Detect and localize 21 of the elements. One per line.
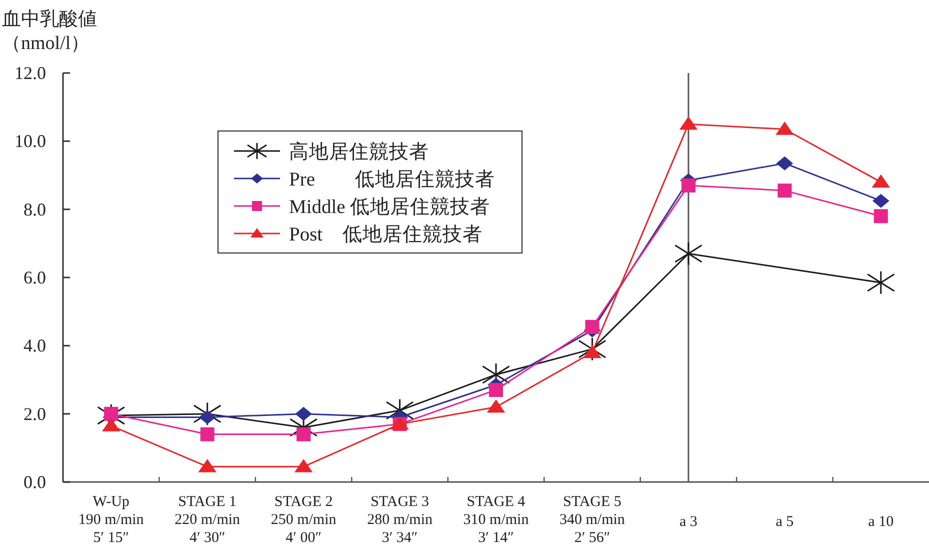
xtick: STAGE 1 220 m/min 4′ 30″ bbox=[174, 494, 240, 546]
xtick: STAGE 4 310 m/min 3′ 14″ bbox=[463, 494, 529, 546]
xtick: STAGE 2 250 m/min 4′ 00″ bbox=[270, 494, 336, 546]
xtick: a 10 bbox=[868, 514, 894, 530]
y-tick-label: 8.0 bbox=[24, 199, 46, 220]
xtick: STAGE 3 280 m/min 3′ 34″ bbox=[367, 494, 432, 546]
xtick: STAGE 5 340 m/min 2′ 56″ bbox=[560, 494, 625, 546]
legend-label: Middle 低地居住競技者 bbox=[289, 196, 490, 218]
legend-label: Post 低地居住競技者 bbox=[289, 224, 483, 246]
legend-label: Pre 低地居住競技者 bbox=[289, 168, 495, 190]
xtick: a 3 bbox=[679, 514, 698, 530]
ylabel: 血中乳酸値（nmol/l） bbox=[2, 9, 97, 54]
y-tick-label: 2.0 bbox=[24, 404, 46, 424]
legend-label: 高地居住競技者 bbox=[289, 140, 429, 163]
y-tick-label: 10.0 bbox=[14, 131, 46, 152]
y-tick-label: 12.0 bbox=[14, 63, 46, 83]
y-tick-label: 4.0 bbox=[24, 336, 46, 356]
y-tick-label: 0.0 bbox=[24, 472, 46, 492]
xtick: a 5 bbox=[776, 514, 794, 530]
y-tick-label: 6.0 bbox=[24, 268, 46, 288]
xtick: W-Up 190 m/min 5′ 15″ bbox=[78, 494, 144, 546]
